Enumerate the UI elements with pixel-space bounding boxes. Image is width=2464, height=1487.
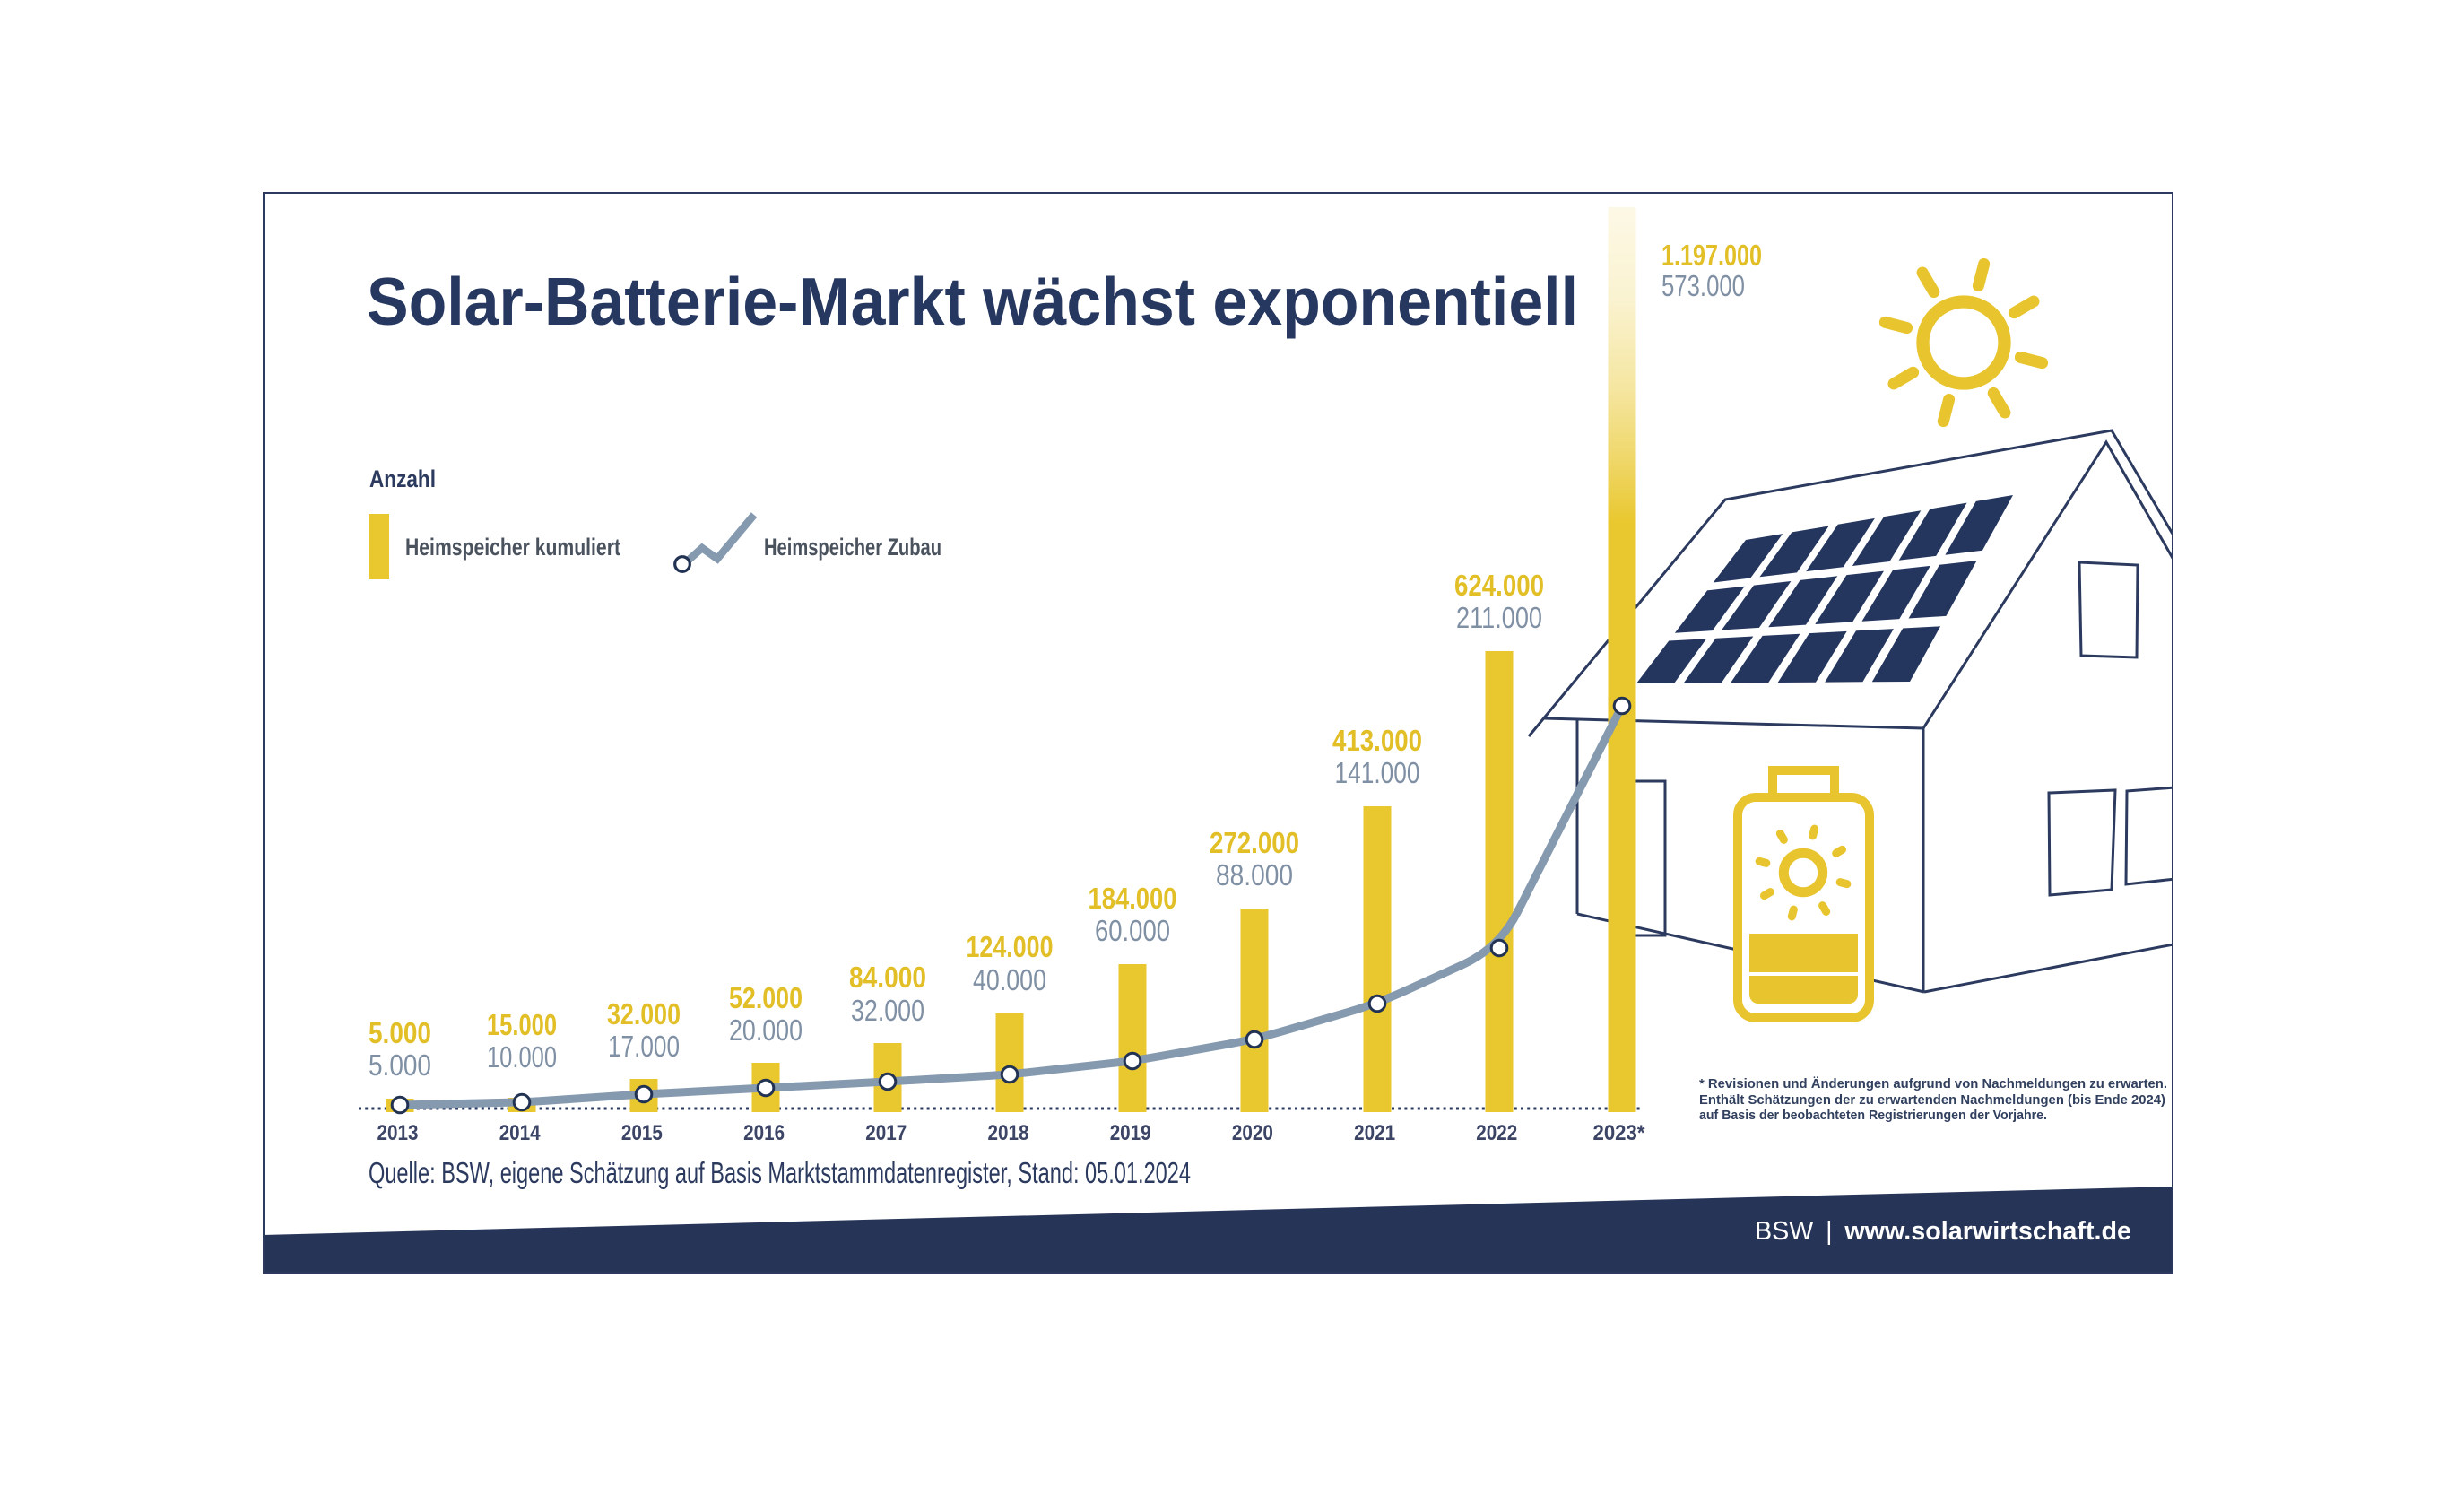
- svg-text:2022: 2022: [1476, 1121, 1517, 1145]
- svg-text:2017: 2017: [865, 1121, 907, 1145]
- svg-text:2023*: 2023*: [1593, 1121, 1645, 1145]
- svg-text:88.000: 88.000: [1216, 859, 1293, 892]
- svg-text:Quelle: BSW, eigene Schätzung: Quelle: BSW, eigene Schätzung auf Basis …: [369, 1157, 1191, 1190]
- svg-text:624.000: 624.000: [1454, 570, 1544, 603]
- svg-text:Enthält Schätzungen der zu erw: Enthält Schätzungen der zu erwartenden N…: [1699, 1092, 2165, 1108]
- svg-text:211.000: 211.000: [1456, 602, 1542, 635]
- svg-text:15.000: 15.000: [487, 1009, 557, 1042]
- svg-text:2018: 2018: [988, 1121, 1029, 1145]
- svg-text:Heimspeicher Zubau: Heimspeicher Zubau: [764, 534, 941, 561]
- svg-text:84.000: 84.000: [849, 961, 926, 995]
- svg-text:17.000: 17.000: [608, 1030, 680, 1064]
- svg-text:32.000: 32.000: [851, 995, 924, 1028]
- svg-text:2016: 2016: [743, 1121, 785, 1145]
- svg-text:413.000: 413.000: [1332, 725, 1422, 758]
- svg-text:573.000: 573.000: [1661, 270, 1745, 303]
- svg-text:60.000: 60.000: [1095, 915, 1170, 948]
- svg-text:184.000: 184.000: [1089, 883, 1177, 916]
- svg-text:2013: 2013: [377, 1121, 419, 1145]
- svg-text:Anzahl: Anzahl: [369, 465, 436, 492]
- svg-text:52.000: 52.000: [729, 982, 803, 1015]
- svg-text:2014: 2014: [499, 1121, 541, 1145]
- svg-text:32.000: 32.000: [607, 998, 681, 1031]
- svg-text:272.000: 272.000: [1210, 827, 1299, 860]
- svg-text:Heimspeicher kumuliert: Heimspeicher kumuliert: [405, 534, 620, 561]
- svg-text:auf Basis der beobachteten Reg: auf Basis der beobachteten Registrierung…: [1699, 1108, 2047, 1123]
- svg-text:5.000: 5.000: [369, 1017, 431, 1050]
- svg-text:40.000: 40.000: [973, 964, 1046, 997]
- svg-text:141.000: 141.000: [1335, 757, 1420, 790]
- svg-text:10.000: 10.000: [487, 1041, 557, 1074]
- svg-text:Solar-Batterie-Markt wächst ex: Solar-Batterie-Markt wächst exponentiell: [367, 264, 1578, 339]
- svg-text:2019: 2019: [1110, 1121, 1151, 1145]
- svg-text:BSW | www.solarwirtschaft.de: BSW | www.solarwirtschaft.de: [1755, 1217, 2131, 1246]
- svg-text:* Revisionen und Änderungen au: * Revisionen und Änderungen aufgrund von…: [1699, 1076, 2167, 1091]
- svg-text:1.197.000: 1.197.000: [1661, 239, 1762, 273]
- svg-text:20.000: 20.000: [729, 1014, 803, 1048]
- svg-text:124.000: 124.000: [967, 931, 1054, 964]
- svg-text:5.000: 5.000: [369, 1049, 431, 1083]
- svg-text:2015: 2015: [621, 1121, 663, 1145]
- svg-text:2021: 2021: [1354, 1121, 1395, 1145]
- svg-text:2020: 2020: [1232, 1121, 1273, 1145]
